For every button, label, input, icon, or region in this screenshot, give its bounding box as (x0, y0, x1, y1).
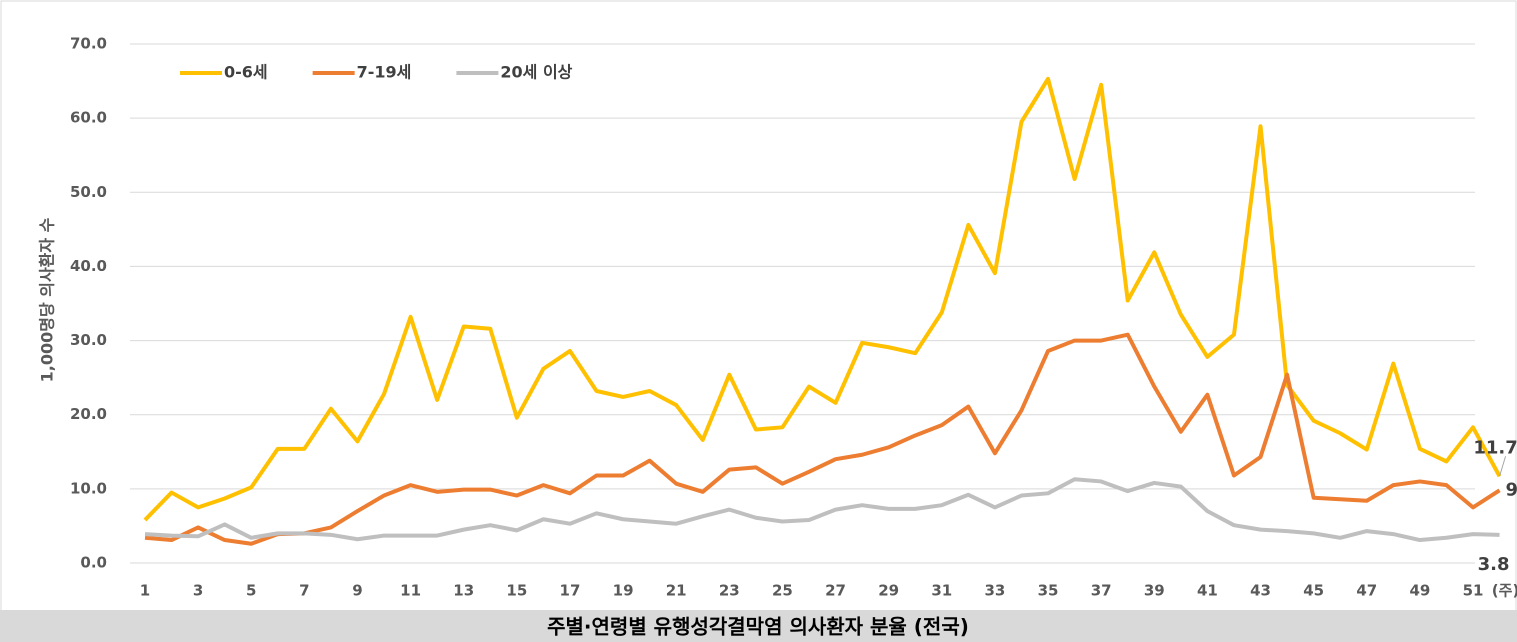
y-tick-label: 0.0 (80, 554, 107, 572)
x-tick-label: 17 (560, 582, 581, 600)
y-tick-label: 40.0 (70, 257, 107, 275)
x-tick-label: 35 (1038, 582, 1059, 600)
caption-band (0, 610, 1517, 642)
x-tick-label: 49 (1409, 582, 1430, 600)
x-tick-label: 13 (453, 582, 474, 600)
x-tick-label: 43 (1250, 582, 1271, 600)
x-tick-label: 5 (246, 582, 256, 600)
legend-label: 20세 이상 (500, 63, 572, 82)
y-tick-label: 70.0 (70, 35, 107, 53)
y-axis-label: 1,000명당 의사환자 수 (38, 217, 57, 382)
y-tick-label: 20.0 (70, 405, 107, 423)
data-label: 11.7 (1473, 437, 1517, 458)
y-tick-label: 30.0 (70, 331, 107, 349)
line-series (144, 332, 1501, 546)
x-tick-label: 11 (400, 582, 421, 600)
x-tick-label: 1 (140, 582, 150, 600)
x-tick-label: 21 (666, 582, 687, 600)
x-tick-label: 19 (613, 582, 634, 600)
x-tick-label: 47 (1356, 582, 1377, 600)
x-tick-label: 39 (1144, 582, 1165, 600)
x-tick-label: 25 (772, 582, 793, 600)
x-tick-label: (주) (1492, 582, 1517, 600)
x-tick-label: 41 (1197, 582, 1218, 600)
x-tick-label: 27 (825, 582, 846, 600)
x-tick-label: 3 (193, 582, 203, 600)
y-tick-label: 50.0 (70, 183, 107, 201)
x-tick-label: 29 (878, 582, 899, 600)
x-tick-label: 9 (352, 582, 362, 600)
data-label: 9.8 (1506, 479, 1517, 500)
x-tick-label: 37 (1091, 582, 1112, 600)
label-leader (1499, 456, 1507, 477)
data-label: 3.8 (1478, 554, 1510, 575)
x-tick-label: 23 (719, 582, 740, 600)
x-tick-label: 31 (931, 582, 952, 600)
x-tick-label: 51 (1463, 582, 1484, 600)
legend-label: 7-19세 (357, 63, 412, 82)
legend-label: 0-6세 (224, 63, 268, 82)
x-tick-label: 15 (506, 582, 527, 600)
x-tick-label: 7 (299, 582, 309, 600)
line-series (143, 76, 1502, 522)
y-tick-label: 60.0 (70, 109, 107, 127)
x-tick-label: 45 (1303, 582, 1324, 600)
chart-title: 주별·연령별 유행성각결막염 의사환자 분율 (전국) (547, 615, 969, 639)
line-series (144, 477, 1500, 543)
x-tick-label: 33 (984, 582, 1005, 600)
y-tick-label: 10.0 (70, 479, 107, 497)
